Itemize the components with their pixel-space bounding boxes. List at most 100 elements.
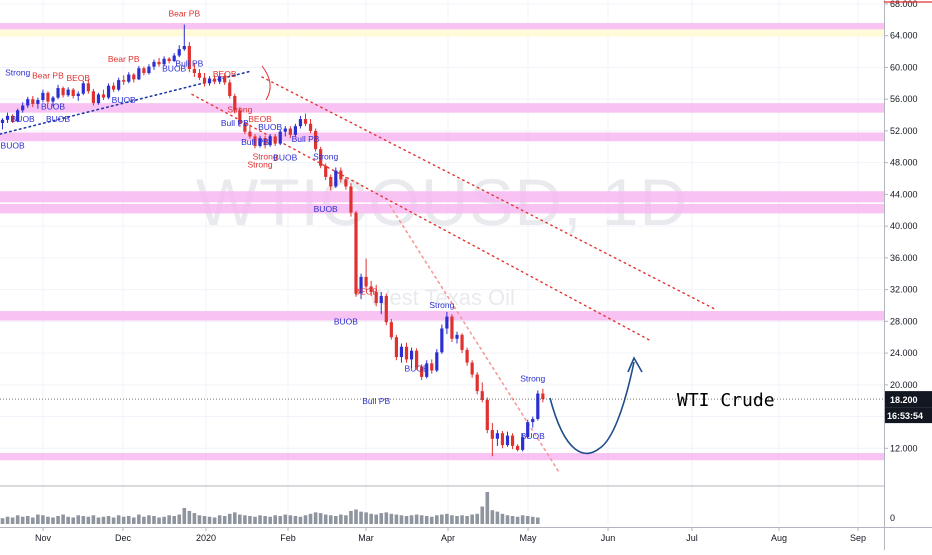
candle-body[interactable] — [415, 350, 419, 367]
candle-body[interactable] — [470, 362, 474, 375]
candle-body[interactable] — [56, 88, 60, 98]
candle-body[interactable] — [187, 46, 191, 70]
candle-body[interactable] — [314, 130, 318, 150]
candle-body[interactable] — [243, 123, 247, 132]
candle-body[interactable] — [61, 88, 65, 96]
candle-body[interactable] — [440, 328, 444, 353]
candle-body[interactable] — [531, 418, 535, 423]
candle-body[interactable] — [248, 131, 252, 137]
candle-body[interactable] — [182, 46, 186, 50]
candle-body[interactable] — [465, 349, 469, 363]
candle-body[interactable] — [344, 179, 348, 187]
candle-body[interactable] — [521, 437, 525, 450]
candle-body[interactable] — [36, 99, 40, 104]
candle-body[interactable] — [495, 433, 499, 439]
candle-body[interactable] — [117, 80, 121, 90]
candle-body[interactable] — [369, 286, 373, 292]
candle-body[interactable] — [137, 68, 141, 80]
candle-body[interactable] — [374, 291, 378, 304]
candle-body[interactable] — [177, 49, 181, 56]
candle-body[interactable] — [379, 295, 383, 304]
candle-body[interactable] — [334, 170, 338, 187]
candle-body[interactable] — [293, 126, 297, 135]
candle-body[interactable] — [258, 138, 262, 146]
candle-body[interactable] — [354, 212, 358, 294]
candle-body[interactable] — [510, 435, 515, 446]
candle-body[interactable] — [172, 55, 176, 62]
candle-body[interactable] — [0, 119, 5, 123]
candle-body[interactable] — [394, 337, 398, 358]
candle-body[interactable] — [389, 322, 393, 338]
candle-body[interactable] — [66, 89, 70, 96]
candle-body[interactable] — [420, 366, 424, 377]
candle-body[interactable] — [404, 346, 409, 360]
candle-body[interactable] — [31, 99, 35, 104]
candle-body[interactable] — [460, 334, 464, 350]
candle-body[interactable] — [86, 83, 90, 92]
candle-body[interactable] — [132, 74, 136, 80]
candle-body[interactable] — [303, 119, 308, 124]
candle-body[interactable] — [96, 94, 101, 104]
candle-body[interactable] — [324, 165, 328, 177]
candle-body[interactable] — [500, 433, 505, 446]
candle-body[interactable] — [253, 136, 257, 146]
candle-body[interactable] — [485, 399, 489, 431]
candle-body[interactable] — [384, 295, 388, 323]
candle-body[interactable] — [51, 97, 55, 102]
candle-body[interactable] — [71, 89, 75, 97]
candle-body[interactable] — [46, 92, 50, 102]
candle-body[interactable] — [147, 66, 151, 73]
candle-body[interactable] — [450, 316, 454, 339]
candle-body[interactable] — [430, 363, 434, 371]
candle-body[interactable] — [339, 170, 343, 180]
candle-body[interactable] — [475, 374, 479, 392]
candle-body[interactable] — [490, 430, 494, 439]
candle-body[interactable] — [122, 80, 126, 82]
candle-body[interactable] — [288, 128, 292, 135]
candle-body[interactable] — [81, 83, 85, 94]
candle-body[interactable] — [319, 149, 323, 166]
candle-body[interactable] — [202, 77, 207, 84]
candle-body[interactable] — [329, 176, 333, 187]
candle-body[interactable] — [101, 94, 106, 98]
candle-body[interactable] — [409, 350, 414, 360]
candle-body[interactable] — [268, 136, 272, 146]
candle-body[interactable] — [516, 445, 520, 450]
candle-body[interactable] — [192, 69, 196, 73]
candle-body[interactable] — [505, 435, 510, 446]
candle-body[interactable] — [21, 105, 25, 111]
candle-body[interactable] — [425, 363, 429, 377]
candle-body[interactable] — [445, 316, 449, 329]
candle-body[interactable] — [213, 78, 217, 82]
candle-body[interactable] — [127, 74, 131, 82]
candle-body[interactable] — [263, 138, 267, 146]
candle-body[interactable] — [152, 61, 156, 67]
candle-body[interactable] — [526, 422, 530, 438]
candle-body[interactable] — [278, 131, 282, 144]
candle-body[interactable] — [223, 76, 227, 83]
candle-body[interactable] — [228, 82, 232, 97]
candle-body[interactable] — [26, 99, 30, 106]
candle-body[interactable] — [399, 346, 404, 358]
candle-body[interactable] — [5, 115, 10, 120]
candle-body[interactable] — [11, 115, 15, 122]
candle-body[interactable] — [233, 96, 237, 111]
candle-body[interactable] — [218, 76, 222, 82]
candle-body[interactable] — [283, 128, 287, 132]
candle-body[interactable] — [106, 85, 111, 98]
candle-body[interactable] — [16, 110, 20, 122]
candle-body[interactable] — [364, 276, 368, 287]
candle-body[interactable] — [435, 352, 439, 371]
candle-body[interactable] — [157, 61, 161, 65]
candle-body[interactable] — [207, 78, 212, 84]
candle-body[interactable] — [41, 92, 45, 100]
candle-body[interactable] — [349, 186, 353, 213]
candle-body[interactable] — [298, 119, 303, 127]
candle-body[interactable] — [112, 85, 116, 90]
candle-body[interactable] — [536, 393, 540, 419]
candle-body[interactable] — [197, 72, 202, 78]
candle-body[interactable] — [238, 110, 242, 124]
candle-body[interactable] — [480, 391, 484, 400]
